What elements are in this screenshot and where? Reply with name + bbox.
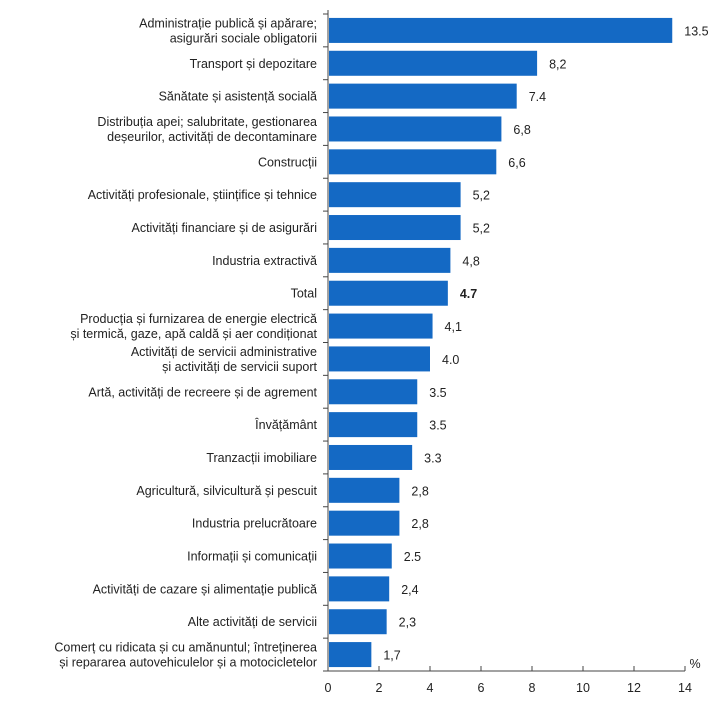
value-label: 2,3 <box>399 616 416 630</box>
value-label: 3.5 <box>429 419 446 433</box>
value-label: 4,1 <box>445 320 462 334</box>
category-label: Activități financiare și de asigurări <box>132 221 318 235</box>
category-label: Activități de servicii administrative <box>131 345 317 359</box>
value-label: 8,2 <box>549 57 566 71</box>
category-label: Producția și furnizarea de energie elect… <box>80 312 317 326</box>
category-label: asigurări sociale obligatorii <box>170 31 317 45</box>
value-label: 4.7 <box>460 287 477 301</box>
x-tick-label: 10 <box>576 681 590 695</box>
bar <box>329 182 461 208</box>
bar <box>329 313 433 339</box>
category-label: Construcții <box>258 155 317 169</box>
value-label: 6,6 <box>508 156 525 170</box>
bar <box>329 280 448 306</box>
category-label: Administrație publică și apărare; <box>139 16 317 30</box>
bar <box>329 116 502 142</box>
x-tick-label: 4 <box>427 681 434 695</box>
category-label: Industria extractivă <box>212 254 317 268</box>
category-label: Alte activități de servicii <box>188 615 317 629</box>
category-label: Activități profesionale, științifice și … <box>88 188 317 202</box>
x-tick-label: 8 <box>529 681 536 695</box>
category-label: Tranzacții imobiliare <box>206 451 317 465</box>
bar <box>329 412 418 438</box>
bar <box>329 247 451 273</box>
bar <box>329 346 430 372</box>
bar <box>329 17 673 43</box>
category-label: și repararea autovehiculelor și a motoci… <box>59 656 317 670</box>
value-label: 6,8 <box>513 123 530 137</box>
x-tick-label: 12 <box>627 681 641 695</box>
x-tick-label: 2 <box>376 681 383 695</box>
value-label: 3.3 <box>424 451 441 465</box>
category-label: și activități de servicii suport <box>162 360 317 374</box>
category-label: Distribuția apei; salubritate, gestionar… <box>97 115 317 129</box>
category-label: Sănătate și asistență socială <box>159 90 317 104</box>
bar <box>329 215 461 241</box>
x-tick-label: 14 <box>678 681 692 695</box>
value-label: 2,8 <box>411 484 428 498</box>
bar <box>329 642 372 668</box>
value-label: 13.5 <box>684 24 708 38</box>
category-label: Industria prelucrătoare <box>192 517 317 531</box>
category-label: Total <box>291 287 317 301</box>
category-label: Comerț cu ridicata și cu amănuntul; într… <box>54 641 317 655</box>
x-tick-label: 6 <box>478 681 485 695</box>
bar <box>329 444 413 470</box>
value-label: 3.5 <box>429 386 446 400</box>
unit-label: % <box>689 657 700 671</box>
value-label: 4.0 <box>442 353 459 367</box>
bar <box>329 379 418 405</box>
value-label: 2.5 <box>404 550 421 564</box>
value-label: 5,2 <box>473 189 490 203</box>
category-label: Învățământ <box>254 417 317 432</box>
bar <box>329 83 517 109</box>
value-label: 4,8 <box>462 254 479 268</box>
category-label: Transport și depozitare <box>190 57 317 71</box>
bar <box>329 510 400 536</box>
bar <box>329 50 538 76</box>
bar <box>329 609 387 635</box>
category-label: și termică, gaze, apă caldă și aer condi… <box>70 327 317 341</box>
bar <box>329 477 400 503</box>
category-label: Artă, activități de recreere și de agrem… <box>88 385 317 399</box>
value-label: 2,8 <box>411 517 428 531</box>
bar <box>329 576 390 602</box>
value-label: 5,2 <box>473 222 490 236</box>
value-label: 7.4 <box>529 90 546 104</box>
category-label: Agricultură, silvicultură și pescuit <box>136 484 317 498</box>
category-label: Informații și comunicații <box>187 550 317 564</box>
bar <box>329 543 392 569</box>
value-label: 1,7 <box>383 649 400 663</box>
bar <box>329 149 497 175</box>
value-label: 2,4 <box>401 583 418 597</box>
category-label: deșeurilor, activități de decontaminare <box>107 130 317 144</box>
x-tick-label: 0 <box>325 681 332 695</box>
category-label: Activități de cazare și alimentație publ… <box>93 582 317 596</box>
